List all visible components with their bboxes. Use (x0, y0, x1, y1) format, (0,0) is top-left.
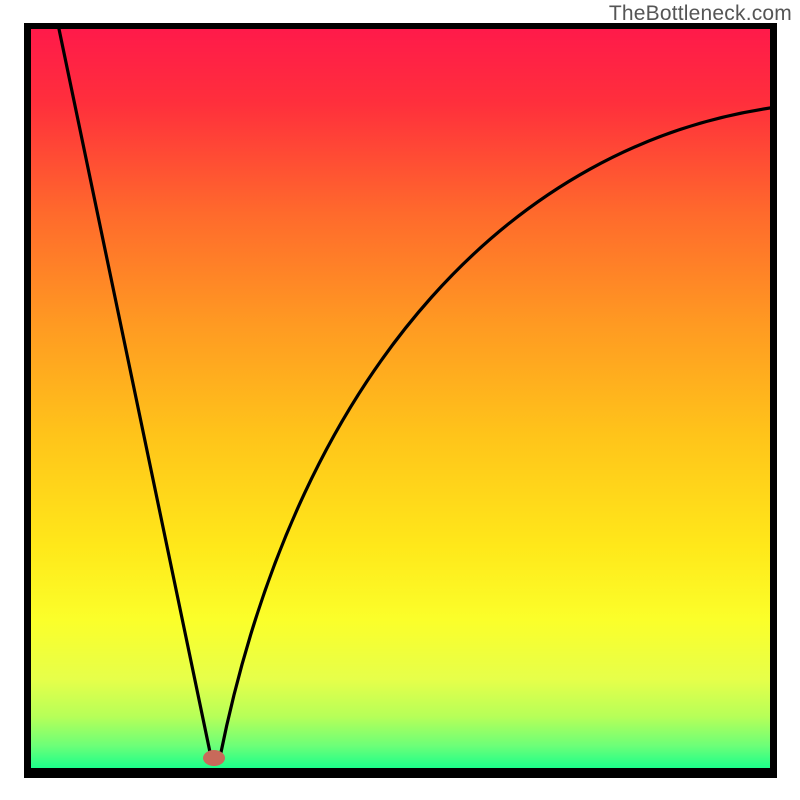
bottleneck-curve (0, 0, 800, 800)
watermark-text: TheBottleneck.com (609, 2, 792, 26)
plot-border-bottom (24, 768, 777, 778)
plot-border-left (24, 29, 31, 768)
plot-border-right (770, 29, 777, 768)
optimum-marker (203, 750, 225, 766)
chart-frame: TheBottleneck.com (0, 0, 800, 800)
